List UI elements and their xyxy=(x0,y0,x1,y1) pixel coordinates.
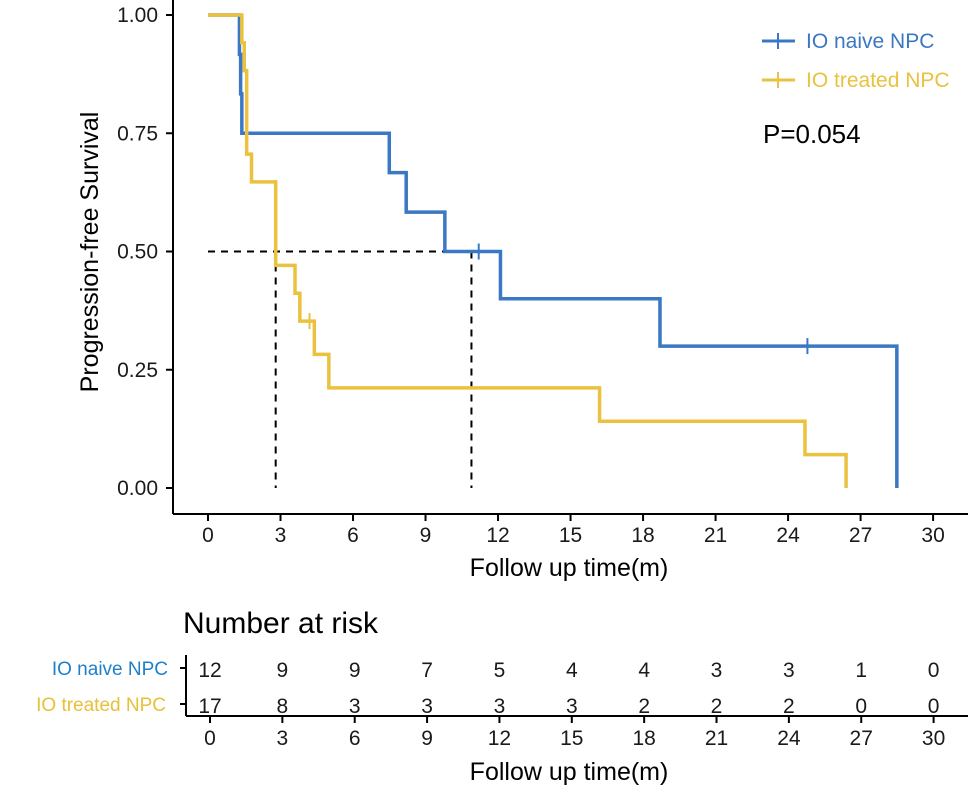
x-tick-label: 3 xyxy=(275,524,287,547)
y-tick-label: 0.75 xyxy=(117,122,158,145)
risk-x-tick-label: 12 xyxy=(488,727,511,750)
risk-cell: 1 xyxy=(855,659,867,682)
survival-curve-naive xyxy=(208,13,899,488)
risk-cell: 3 xyxy=(421,695,433,718)
risk-cell: 4 xyxy=(638,659,650,682)
risk-table-title: Number at risk xyxy=(183,607,379,640)
risk-row-label-naive: IO naive NPC xyxy=(52,659,168,680)
risk-table-cells: 12 9 9 7 5 4 4 3 3 1 017 8 3 3 3 3 2 2 2 0 0 xyxy=(198,659,939,718)
risk-cell: 2 xyxy=(638,695,650,718)
x-tick-label: 18 xyxy=(631,524,654,547)
x-tick-label: 9 xyxy=(420,524,432,547)
x-tick-label: 27 xyxy=(849,524,872,547)
legend-label-treated: IO treated NPC xyxy=(806,69,950,92)
legend-label-naive: IO naive NPC xyxy=(806,30,934,53)
risk-cell: 3 xyxy=(783,659,795,682)
risk-x-tick-label: 30 xyxy=(922,727,945,750)
x-tick-label: 0 xyxy=(202,524,214,547)
x-tick-label: 15 xyxy=(559,524,582,547)
risk-cell: 9 xyxy=(349,659,361,682)
risk-x-tick-label: 9 xyxy=(421,727,433,750)
risk-cell: 2 xyxy=(711,695,723,718)
risk-cell: 2 xyxy=(783,695,795,718)
risk-cell: 3 xyxy=(349,695,361,718)
risk-x-tick-label: 6 xyxy=(349,727,361,750)
y-tick-label: 0.00 xyxy=(117,477,158,500)
risk-cell: 0 xyxy=(928,659,940,682)
risk-x-tick-label: 18 xyxy=(632,727,655,750)
y-tick-label: 0.25 xyxy=(117,359,158,382)
x-axis-label: Follow up time(m) xyxy=(470,554,669,582)
survival-curves xyxy=(208,13,899,488)
risk-cell: 9 xyxy=(277,659,289,682)
risk-cell: 3 xyxy=(494,695,506,718)
risk-cell: 7 xyxy=(421,659,433,682)
x-tick-label: 12 xyxy=(486,524,509,547)
risk-x-tick-label: 21 xyxy=(705,727,728,750)
y-tick-label: 0.50 xyxy=(117,241,158,264)
risk-x-ticks: 0 3 6 9 12 15 18 21 24 27 30 xyxy=(204,716,945,750)
median-lines xyxy=(208,250,473,488)
legend: IO naive NPC IO treated NPC xyxy=(762,30,950,92)
risk-x-axis-label: Follow up time(m) xyxy=(470,758,669,786)
risk-cell: 0 xyxy=(928,695,940,718)
risk-cell: 5 xyxy=(494,659,506,682)
risk-row-label-treated: IO treated NPC xyxy=(36,695,166,716)
y-ticks: 0.00 0.25 0.50 0.75 1.00 xyxy=(117,4,173,500)
risk-x-tick-label: 3 xyxy=(277,727,289,750)
risk-cell: 3 xyxy=(711,659,723,682)
survival-curve-treated xyxy=(208,13,848,488)
risk-cell: 4 xyxy=(566,659,578,682)
x-tick-label: 30 xyxy=(921,524,944,547)
risk-x-tick-label: 27 xyxy=(850,727,873,750)
risk-x-tick-label: 0 xyxy=(204,727,216,750)
y-tick-label: 1.00 xyxy=(117,4,158,27)
risk-cell: 0 xyxy=(855,695,867,718)
x-tick-label: 21 xyxy=(704,524,727,547)
risk-cell: 8 xyxy=(277,695,289,718)
risk-x-tick-label: 24 xyxy=(777,727,801,750)
risk-cell: 17 xyxy=(198,695,221,718)
risk-x-tick-label: 15 xyxy=(560,727,583,750)
p-value-annotation: P=0.054 xyxy=(763,119,861,149)
risk-table: IO naive NPC IO treated NPC xyxy=(36,655,968,717)
censor-marks xyxy=(308,243,809,355)
x-tick-label: 24 xyxy=(776,524,800,547)
y-axis-label: Progression-free Survival xyxy=(76,112,104,393)
risk-cell: 12 xyxy=(198,659,221,682)
x-tick-label: 6 xyxy=(347,524,359,547)
risk-cell: 3 xyxy=(566,695,578,718)
x-ticks: 0 3 6 9 12 15 18 21 24 27 30 xyxy=(202,514,945,547)
